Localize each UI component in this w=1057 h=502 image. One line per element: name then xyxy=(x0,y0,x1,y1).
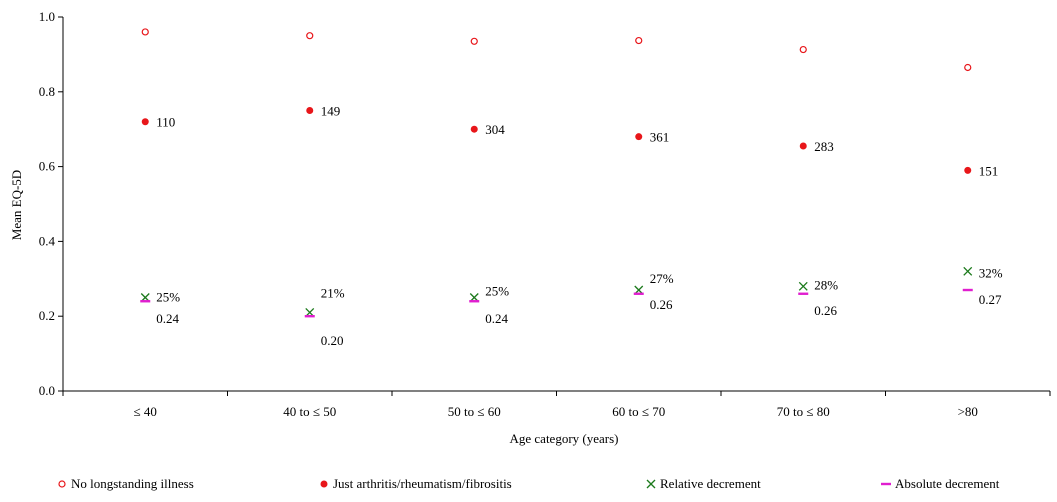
no-illness-point xyxy=(141,28,149,36)
x-tick-label: ≤ 40 xyxy=(134,404,157,419)
x-tick-label: 40 to ≤ 50 xyxy=(283,404,336,419)
relative-label: 32% xyxy=(979,265,1003,280)
data-labels: 110 149 304 361 283 151 25% 21% 25% 27% 28% 32% 0.24… xyxy=(156,104,1003,349)
count-label: 283 xyxy=(814,139,834,154)
absolute-label: 0.24 xyxy=(156,311,179,326)
x-tick-label: 70 to ≤ 80 xyxy=(777,404,830,419)
legend: No longstanding illness Just arthritis/rh… xyxy=(58,476,1000,491)
legend-open-circle-icon xyxy=(58,480,66,488)
no-illness-point xyxy=(635,36,643,45)
legend-label: Absolute decrement xyxy=(895,476,1000,491)
no-illness-point xyxy=(964,63,972,72)
legend-label: No longstanding illness xyxy=(71,476,194,491)
y-tick-label: 1.0 xyxy=(39,9,55,24)
x-tick-label: >80 xyxy=(958,404,978,419)
legend-x-icon xyxy=(646,479,656,489)
arthritis-point xyxy=(141,118,149,126)
arthritis-point xyxy=(470,125,478,133)
legend-item: No longstanding illness xyxy=(58,476,194,491)
count-label: 361 xyxy=(650,130,670,145)
absolute-label: 0.20 xyxy=(321,333,344,348)
arthritis-point xyxy=(306,107,314,114)
relative-label: 21% xyxy=(321,285,345,300)
relative-label: 27% xyxy=(650,271,674,286)
absolute-label: 0.27 xyxy=(979,292,1002,307)
relative-decrement-point xyxy=(798,281,808,291)
x-tick-label: 60 to ≤ 70 xyxy=(612,404,665,419)
legend-label: Just arthritis/rheumatism/fibrositis xyxy=(333,476,512,491)
relative-label: 25% xyxy=(156,290,180,305)
legend-filled-circle-icon xyxy=(320,480,328,488)
y-axis-title: Mean EQ-5D xyxy=(9,170,24,240)
y-tick-label: 0.6 xyxy=(39,159,56,174)
count-label: 149 xyxy=(321,104,341,119)
y-tick-label: 0.2 xyxy=(39,308,55,323)
absolute-label: 0.26 xyxy=(814,303,837,318)
legend-item: Absolute decrement xyxy=(881,476,1000,491)
x-axis-title: Age category (years) xyxy=(510,431,619,446)
chart-marks xyxy=(140,28,973,318)
count-label: 304 xyxy=(485,122,505,137)
y-tick-label: 0.0 xyxy=(39,383,55,398)
x-tick-label: 50 to ≤ 60 xyxy=(448,404,501,419)
count-label: 110 xyxy=(156,115,175,130)
axes: 0.0 0.2 0.4 0.6 0.8 1.0 ≤ 40 40 to ≤ 50 50 to ≤ … xyxy=(39,9,1051,419)
absolute-label: 0.24 xyxy=(485,311,508,326)
arthritis-point xyxy=(635,133,643,141)
no-illness-point xyxy=(306,32,314,40)
no-illness-point xyxy=(799,45,807,54)
absolute-label: 0.26 xyxy=(650,297,673,312)
legend-label: Relative decrement xyxy=(660,476,761,491)
relative-decrement-point xyxy=(963,266,973,276)
legend-item: Relative decrement xyxy=(646,476,761,491)
no-illness-point xyxy=(470,37,478,45)
count-label: 151 xyxy=(979,163,999,178)
relative-label: 25% xyxy=(485,284,509,299)
y-tick-label: 0.4 xyxy=(39,233,56,248)
y-tick-label: 0.8 xyxy=(39,84,55,99)
legend-item: Just arthritis/rheumatism/fibrositis xyxy=(320,476,512,491)
arthritis-point xyxy=(799,142,807,150)
relative-label: 28% xyxy=(814,277,838,292)
arthritis-point xyxy=(964,166,972,174)
